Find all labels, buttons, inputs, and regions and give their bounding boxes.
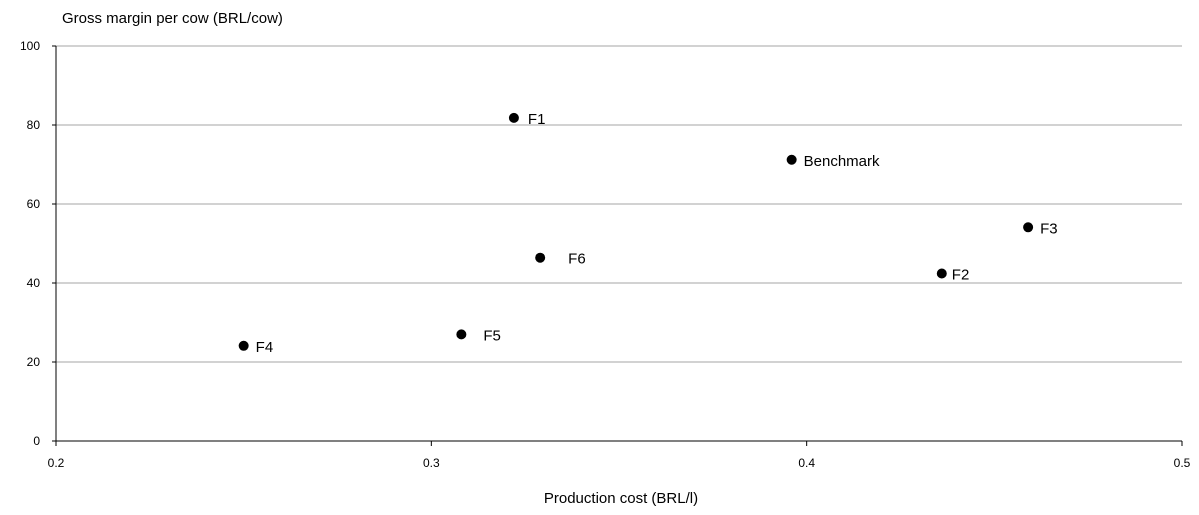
data-point-benchmark xyxy=(786,154,797,165)
data-points: F1 Benchmark F3 F6 F2 F5 F4 xyxy=(238,111,1058,356)
x-axis-title: Production cost (BRL/l) xyxy=(544,490,698,507)
data-label-f6: F6 xyxy=(568,251,586,268)
data-label-benchmark: Benchmark xyxy=(804,153,880,170)
y-tick-label: 60 xyxy=(27,197,41,211)
data-point-f6 xyxy=(535,252,546,263)
data-point-f2 xyxy=(936,268,947,279)
data-point-f3 xyxy=(1023,222,1034,233)
tick-labels: 0 20 40 60 80 100 0.2 0.3 0.4 0.5 xyxy=(20,39,1191,470)
data-point-f5 xyxy=(456,329,467,340)
y-tick-label: 20 xyxy=(27,355,41,369)
data-label-f3: F3 xyxy=(1040,220,1058,237)
x-tick-label: 0.3 xyxy=(423,456,440,470)
data-point-f4 xyxy=(238,340,249,351)
grid-lines xyxy=(56,45,1182,363)
y-axis-title: Gross margin per cow (BRL/cow) xyxy=(62,10,283,27)
data-label-f2: F2 xyxy=(952,267,970,284)
axes xyxy=(52,45,1183,446)
y-tick-label: 100 xyxy=(20,39,40,53)
data-label-f1: F1 xyxy=(528,111,546,128)
data-label-f5: F5 xyxy=(483,327,501,344)
data-label-f4: F4 xyxy=(256,339,274,356)
x-tick-label: 0.5 xyxy=(1174,456,1191,470)
y-tick-label: 40 xyxy=(27,276,41,290)
x-tick-label: 0.2 xyxy=(48,456,65,470)
x-tick-label: 0.4 xyxy=(798,456,815,470)
data-point-f1 xyxy=(508,112,519,123)
y-tick-label: 0 xyxy=(33,434,40,448)
y-tick-label: 80 xyxy=(27,118,41,132)
